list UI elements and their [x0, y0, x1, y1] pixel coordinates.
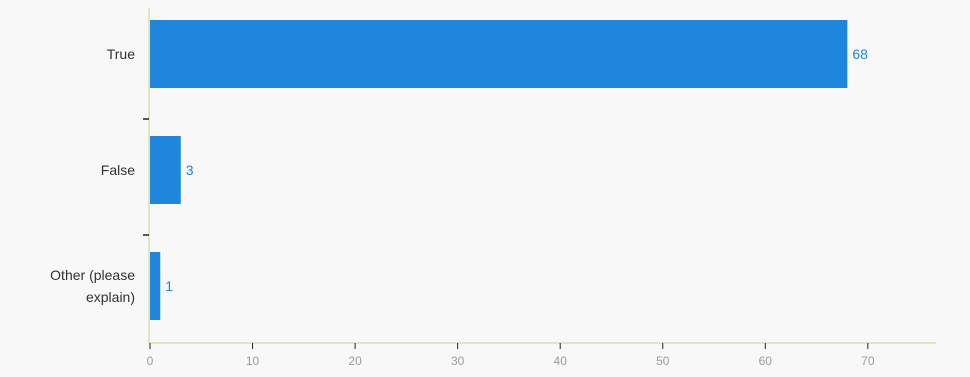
category-label: True	[107, 46, 135, 62]
category-label: Other (please explain)	[50, 267, 135, 305]
value-labels: 68 3 1	[165, 46, 868, 294]
x-tick-label: 40	[554, 354, 568, 368]
bar-false	[150, 136, 181, 204]
chart-axes	[143, 8, 936, 344]
bar-true	[150, 20, 848, 88]
bar-other-please-explain	[150, 252, 161, 320]
x-tick-label: 60	[759, 354, 773, 368]
x-tick-label: 30	[451, 354, 465, 368]
value-label: 1	[165, 278, 173, 294]
chart-bars	[150, 20, 848, 320]
x-axis-ticks: 0 10 20 30 40 50 60 70	[147, 343, 875, 368]
x-tick-label: 10	[246, 354, 260, 368]
x-tick-label: 20	[348, 354, 362, 368]
category-label: False	[101, 162, 135, 178]
x-tick-label: 50	[656, 354, 670, 368]
x-tick-label: 70	[861, 354, 875, 368]
x-tick-label: 0	[147, 354, 154, 368]
category-labels: True False Other (please explain)	[50, 46, 135, 305]
value-label: 68	[852, 46, 868, 62]
value-label: 3	[186, 162, 194, 178]
